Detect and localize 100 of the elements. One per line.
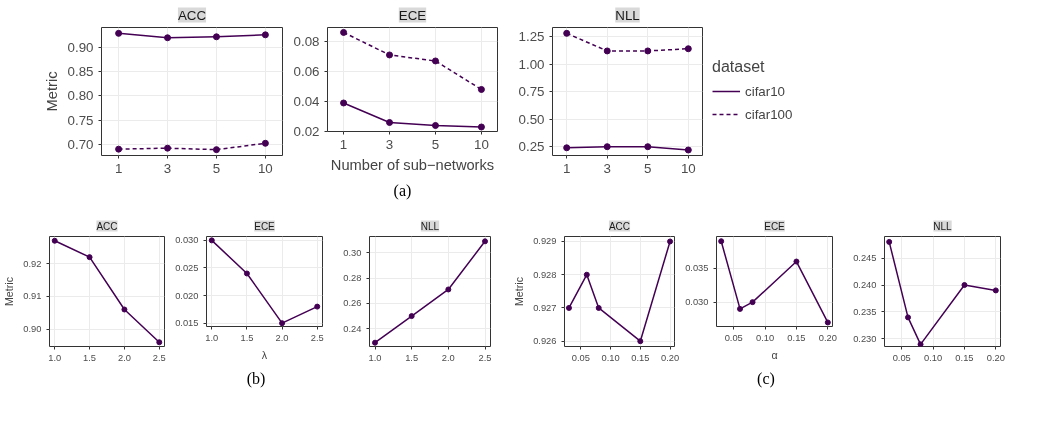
y-tick-label: 0.24: [343, 323, 362, 334]
y-tick-label: 0.75: [67, 112, 94, 128]
point: [477, 85, 485, 93]
x-tick-label: 1: [114, 160, 123, 176]
x-tick-label: 1.5: [405, 352, 419, 363]
legend-title: dataset: [712, 58, 766, 76]
chart-title: ECE: [398, 7, 427, 23]
point: [905, 314, 912, 321]
x-tick-label: 0.10: [601, 352, 620, 363]
point: [961, 282, 968, 289]
y-tick-label: 0.015: [175, 318, 199, 329]
x-tick-label: 2.0: [441, 352, 455, 363]
point: [644, 143, 652, 151]
chart-title: NLL: [615, 7, 640, 23]
point: [212, 146, 220, 154]
x-tick-label: 2.0: [275, 332, 289, 343]
point: [667, 238, 674, 245]
chart-title: NLL: [420, 220, 440, 232]
point: [737, 305, 744, 312]
point: [261, 31, 269, 39]
y-tick-label: 0.50: [518, 111, 545, 127]
point: [565, 304, 572, 311]
text: (b): [246, 369, 266, 390]
y-tick-label: 0.85: [67, 63, 94, 79]
point: [583, 271, 590, 278]
point: [314, 303, 321, 310]
y-tick-label: 0.90: [23, 324, 42, 335]
point: [563, 144, 571, 152]
y-tick-label: 0.30: [343, 247, 362, 258]
x-tick-label: 1: [339, 136, 348, 152]
point: [563, 29, 571, 37]
point: [243, 270, 250, 277]
point: [595, 304, 602, 311]
x-tick-label: 2.5: [152, 352, 166, 363]
x-tick-label: 1.5: [240, 332, 254, 343]
point: [261, 139, 269, 147]
point: [408, 313, 415, 320]
y-tick-label: 0.06: [293, 63, 320, 79]
x-tick-label: 1.0: [368, 352, 382, 363]
y-tick-label: 0.235: [853, 306, 877, 317]
x-tick-label: 0.20: [986, 352, 1005, 363]
x-tick-label: 5: [212, 160, 221, 176]
point: [917, 341, 924, 347]
point: [644, 47, 652, 55]
point: [340, 28, 348, 36]
point: [431, 57, 439, 65]
y-tick-label: 0.25: [518, 139, 545, 155]
y-tick-label: 0.020: [175, 290, 199, 301]
y-tick-label: 0.04: [293, 93, 321, 109]
point: [603, 47, 611, 55]
point: [637, 338, 644, 345]
point: [212, 33, 220, 41]
point: [386, 51, 394, 59]
x-tick-label: 2.5: [478, 352, 492, 363]
x-tick-label: 1: [562, 160, 571, 176]
point: [445, 286, 452, 293]
x-tick-label: 2.5: [310, 332, 324, 343]
x-tick-label: 0.10: [924, 352, 943, 363]
y-tick-label: 0.030: [175, 235, 199, 246]
point: [477, 123, 485, 131]
x-axis-title: α: [771, 348, 778, 361]
text: (a): [393, 181, 412, 202]
point: [386, 119, 394, 126]
point: [340, 99, 348, 107]
x-tick-label: 0.20: [660, 352, 680, 363]
point: [793, 258, 800, 265]
y-tick-label: 0.030: [685, 297, 709, 308]
y-tick-label: 0.80: [67, 88, 94, 104]
x-tick-label: 0.15: [631, 352, 650, 363]
chart-title: ACC: [177, 7, 207, 23]
point: [603, 143, 611, 151]
y-tick-label: 0.035: [685, 263, 709, 274]
x-tick-label: 0.15: [787, 332, 806, 343]
x-axis-title: Number of sub−networks: [330, 156, 495, 173]
y-axis-title: Metric: [513, 276, 526, 306]
point: [115, 29, 123, 37]
x-tick-label: 0.05: [571, 352, 590, 363]
y-tick-label: 0.929: [533, 236, 557, 247]
chart-title: NLL: [933, 220, 953, 232]
y-tick-label: 0.025: [175, 262, 199, 273]
x-tick-label: 5: [431, 136, 440, 152]
y-tick-label: 0.926: [533, 336, 557, 347]
x-tick-label: 3: [603, 160, 611, 176]
point: [121, 306, 128, 313]
y-tick-label: 0.245: [853, 253, 877, 264]
y-tick-label: 0.91: [23, 291, 42, 302]
x-tick-label: 0.20: [818, 332, 837, 343]
x-tick-label: 5: [644, 160, 652, 176]
x-tick-label: 1.5: [83, 352, 97, 363]
y-tick-label: 0.928: [533, 269, 557, 280]
x-tick-label: 10: [474, 136, 489, 152]
point: [51, 237, 58, 244]
y-axis-title: Metric: [43, 71, 60, 112]
chart-title: ACC: [96, 220, 118, 232]
point: [372, 339, 378, 346]
x-tick-label: 3: [163, 160, 172, 176]
point: [431, 122, 439, 129]
point: [164, 144, 172, 152]
x-tick-label: 0.15: [955, 352, 974, 363]
point: [684, 146, 692, 154]
